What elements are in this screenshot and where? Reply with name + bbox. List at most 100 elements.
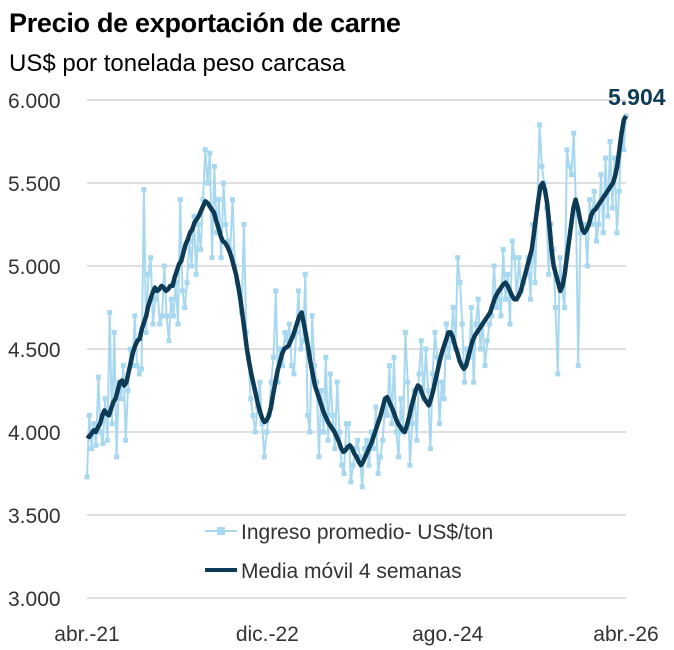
data-point [198,246,204,252]
data-point [616,188,622,194]
data-point [134,363,140,369]
data-point [459,321,465,327]
data-point [375,471,381,476]
data-point [371,446,377,452]
data-point [380,437,386,443]
y-tick-label: 3.000 [8,588,61,611]
data-point [491,263,497,269]
data-point [211,163,217,169]
data-point [448,338,454,344]
data-point [389,421,395,427]
data-point [193,271,199,277]
data-point [120,363,126,369]
data-point [361,446,367,452]
data-point [396,454,402,460]
data-point [562,305,568,310]
data-point [316,454,322,460]
data-point [366,462,372,468]
data-point [500,246,506,252]
data-point [587,197,593,203]
data-point [296,288,302,294]
data-point [311,363,317,369]
data-point [132,313,138,319]
data-point [423,346,429,352]
data-point [484,338,490,344]
data-point [621,147,627,153]
data-point [575,363,581,369]
data-point [202,147,208,153]
data-point [111,329,117,335]
data-point [307,429,313,435]
data-point [248,396,254,402]
data-point [612,155,618,161]
data-point [118,396,124,402]
data-point [571,130,577,136]
data-point [357,454,363,460]
data-point [405,379,411,385]
data-point [170,313,176,319]
data-point [327,371,333,377]
data-point [507,321,513,327]
data-point [336,429,342,435]
data-point [261,454,267,460]
data-point [546,271,552,277]
data-point [468,305,474,310]
data-point [148,255,154,261]
data-point [214,230,220,236]
data-point [505,271,511,277]
data-point [168,296,174,302]
data-point [557,255,563,261]
data-point [91,421,97,427]
data-point [539,163,545,169]
data-point [241,222,247,227]
legend-marker-ingreso-icon [217,527,225,535]
data-point [159,313,165,319]
y-tick-label: 6.000 [8,90,61,113]
data-point [334,379,340,385]
data-point [600,230,606,236]
data-point [471,379,477,385]
x-axis-ticks: abr.-21 dic.-22 ago.-24 abr.-26 [54,623,658,646]
data-point [516,255,522,261]
data-point [191,213,197,219]
data-point [446,354,452,360]
data-point [298,346,304,352]
data-point [189,263,195,269]
data-point [195,222,201,227]
data-point [584,263,590,269]
data-point [139,366,145,372]
data-point [223,222,229,227]
data-point [437,421,443,427]
data-point [104,437,110,443]
chart-title: Precio de exportación de carne [9,8,401,38]
data-point [462,379,468,385]
data-point [368,429,374,435]
data-point [216,197,222,203]
data-point [332,446,338,452]
data-point [568,172,574,178]
x-tick-label: abr.-21 [54,623,119,646]
data-point [591,188,597,194]
data-point [614,230,620,236]
data-point [455,255,461,261]
data-point [289,363,295,369]
chart-subtitle: US$ por tonelada peso carcasa [9,50,346,77]
data-point [427,446,433,452]
data-point [398,396,404,402]
legend: Ingreso promedio- US$/ton Media móvil 4 … [205,521,493,583]
data-point [530,222,536,227]
data-point [270,354,276,360]
data-point [605,213,611,219]
data-point [98,429,104,435]
y-axis-ticks: 3.000 3.500 4.000 4.500 5.000 5.500 6.000 [8,90,61,611]
data-point [330,412,336,418]
data-point [502,296,508,302]
data-point [180,288,186,294]
data-point [157,321,163,327]
y-tick-label: 5.000 [8,256,61,279]
data-point [348,479,354,485]
data-point [177,197,183,203]
data-point [209,255,215,261]
data-point [609,205,615,211]
data-point [205,180,211,186]
